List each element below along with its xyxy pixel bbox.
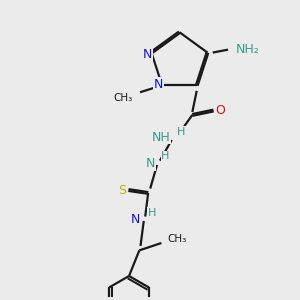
Text: CH₃: CH₃ <box>167 234 187 244</box>
Text: O: O <box>215 104 225 117</box>
Text: N: N <box>154 77 163 91</box>
Text: N: N <box>131 213 140 226</box>
Text: N: N <box>146 157 155 170</box>
Text: H: H <box>148 208 156 218</box>
Text: NH: NH <box>152 130 170 143</box>
Text: H: H <box>177 127 185 137</box>
Text: CH₃: CH₃ <box>113 93 133 103</box>
Text: NH₂: NH₂ <box>236 43 259 56</box>
Text: N: N <box>143 47 153 61</box>
Text: H: H <box>161 151 170 161</box>
Text: S: S <box>118 184 126 196</box>
